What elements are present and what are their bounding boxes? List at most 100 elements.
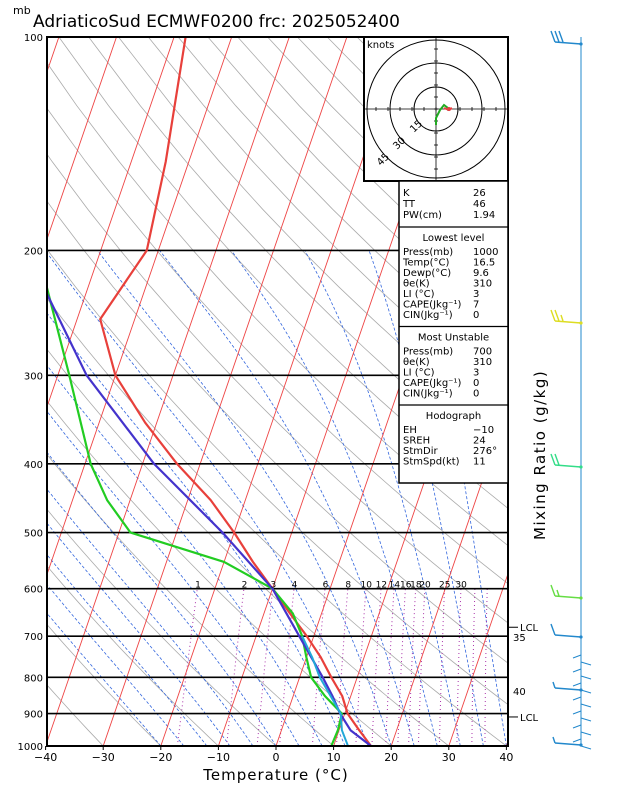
moist-adiabat bbox=[47, 522, 231, 746]
mixing-ratio-line bbox=[311, 588, 326, 746]
wind-panel: Mixing Ratio (g/kg) bbox=[531, 30, 592, 750]
wind-barb-dot bbox=[579, 596, 583, 600]
mixing-ratio-tick-label: 1 bbox=[195, 581, 201, 591]
temperature-tick-label: −40 bbox=[34, 751, 57, 764]
hodograph-units: knots bbox=[367, 40, 394, 51]
wind-barb-dot bbox=[579, 42, 583, 46]
wind-barb-flag bbox=[554, 453, 560, 466]
index-label: θe(K) bbox=[403, 279, 430, 290]
moist-adiabat bbox=[47, 612, 162, 746]
pressure-tick-label: 900 bbox=[24, 710, 43, 721]
wind-barb-flag bbox=[550, 309, 556, 322]
isotherm bbox=[564, 37, 618, 746]
index-value: 16.5 bbox=[473, 258, 495, 269]
mixing-ratio-tick-label: 3 bbox=[270, 581, 276, 591]
temperature-tick-label: 40 bbox=[499, 751, 513, 764]
index-label: PW(cm) bbox=[403, 210, 442, 221]
mixing-ratio-side-label: 40 bbox=[513, 687, 526, 698]
index-value: 24 bbox=[473, 436, 486, 447]
isotherm bbox=[47, 37, 117, 241]
mixing-ratio-tick-label: 30 bbox=[455, 581, 467, 591]
wind-barb-low bbox=[572, 738, 582, 743]
x-axis-label: Temperature (°C) bbox=[202, 766, 348, 784]
mixing-ratio-tick-label: 6 bbox=[323, 581, 329, 591]
index-value: 276° bbox=[473, 446, 497, 457]
isotherm bbox=[390, 404, 508, 746]
dry-adiabat bbox=[88, 37, 508, 473]
wind-barb-shaft bbox=[554, 742, 582, 746]
mixing-ratio-tick-label: 14 bbox=[389, 581, 401, 591]
wind-barb-dot bbox=[579, 321, 583, 325]
index-label: CAPE(Jkg⁻¹) bbox=[403, 378, 461, 389]
wind-barb-flag bbox=[550, 30, 556, 43]
mixing-ratio-tick-label: 2 bbox=[242, 581, 248, 591]
wind-barb-low bbox=[572, 710, 582, 715]
mixing-ratio-tick-label: 12 bbox=[376, 581, 387, 591]
index-label: K bbox=[403, 188, 410, 199]
wind-barb-low bbox=[580, 703, 592, 708]
wind-barb-low bbox=[572, 668, 582, 673]
index-label: θe(K) bbox=[403, 357, 430, 368]
pressure-tick-label: 800 bbox=[24, 673, 43, 684]
wind-barb-low bbox=[580, 661, 592, 666]
wind-barb-half bbox=[556, 589, 560, 597]
pressure-unit: mb bbox=[13, 4, 31, 17]
index-label: SREH bbox=[403, 436, 430, 447]
mixing-ratio-tick-label: 10 bbox=[361, 581, 373, 591]
index-label: TT bbox=[402, 199, 416, 210]
index-value: 26 bbox=[473, 188, 486, 199]
wind-barb-dot bbox=[579, 635, 583, 639]
isotherm bbox=[47, 37, 290, 744]
mixing-ratio-tick-label: 20 bbox=[419, 581, 431, 591]
dry-adiabat bbox=[118, 37, 508, 438]
wind-barb-flag bbox=[558, 30, 564, 43]
wind-barb-half bbox=[552, 736, 556, 744]
temperature-tick-label: −10 bbox=[207, 751, 230, 764]
indices-section-header: Lowest level bbox=[423, 233, 485, 244]
dewpoint-profile bbox=[47, 283, 343, 746]
dry-adiabat bbox=[47, 684, 104, 746]
wind-barb-low bbox=[580, 745, 592, 750]
index-value: 700 bbox=[473, 347, 492, 358]
hodograph-ring bbox=[366, 39, 506, 179]
wind-barb-half bbox=[560, 314, 564, 322]
wetbulb-profile bbox=[301, 635, 349, 746]
moist-adiabat bbox=[47, 364, 323, 746]
temperature-tick-label: 0 bbox=[273, 751, 280, 764]
dry-adiabat bbox=[47, 297, 507, 746]
mixing-ratio-tick-label: 8 bbox=[345, 581, 351, 591]
pressure-tick-label: 1000 bbox=[18, 742, 43, 753]
index-label: CIN(Jkg⁻¹) bbox=[403, 310, 453, 321]
mixing-ratio-line bbox=[256, 588, 274, 746]
dry-adiabat bbox=[47, 62, 508, 547]
profiles bbox=[47, 37, 372, 746]
pressure-tick-label: 400 bbox=[24, 460, 43, 471]
hodograph-trace bbox=[435, 103, 449, 125]
index-value: 3 bbox=[473, 289, 479, 300]
temperature-tick-label: 20 bbox=[384, 751, 398, 764]
dry-adiabat bbox=[58, 37, 508, 509]
indices-frame bbox=[398, 180, 509, 484]
pressure-tick-label: 600 bbox=[24, 585, 43, 596]
index-label: CIN(Jkg⁻¹) bbox=[403, 389, 453, 400]
dry-adiabat bbox=[47, 508, 277, 746]
index-value: 11 bbox=[473, 457, 486, 468]
indices-section-header: Most Unstable bbox=[418, 333, 489, 344]
wind-barb-low bbox=[572, 682, 582, 687]
mixing-ratio-tick-label: 16 bbox=[400, 581, 412, 591]
dry-adiabat bbox=[47, 453, 334, 746]
temperature-tick-label: −20 bbox=[149, 751, 172, 764]
moist-adiabat bbox=[47, 554, 208, 746]
isotherm bbox=[47, 37, 175, 409]
index-label: LI (°C) bbox=[403, 368, 435, 379]
index-value: 7 bbox=[473, 300, 479, 311]
index-label: Press(mb) bbox=[403, 247, 453, 258]
index-value: −10 bbox=[473, 425, 494, 436]
index-label: StmDir bbox=[403, 446, 438, 457]
temperature-tick-label: 10 bbox=[327, 751, 341, 764]
wind-barb-flag bbox=[550, 584, 556, 597]
mixing-ratio-line bbox=[176, 588, 198, 746]
index-value: 1000 bbox=[473, 247, 498, 258]
